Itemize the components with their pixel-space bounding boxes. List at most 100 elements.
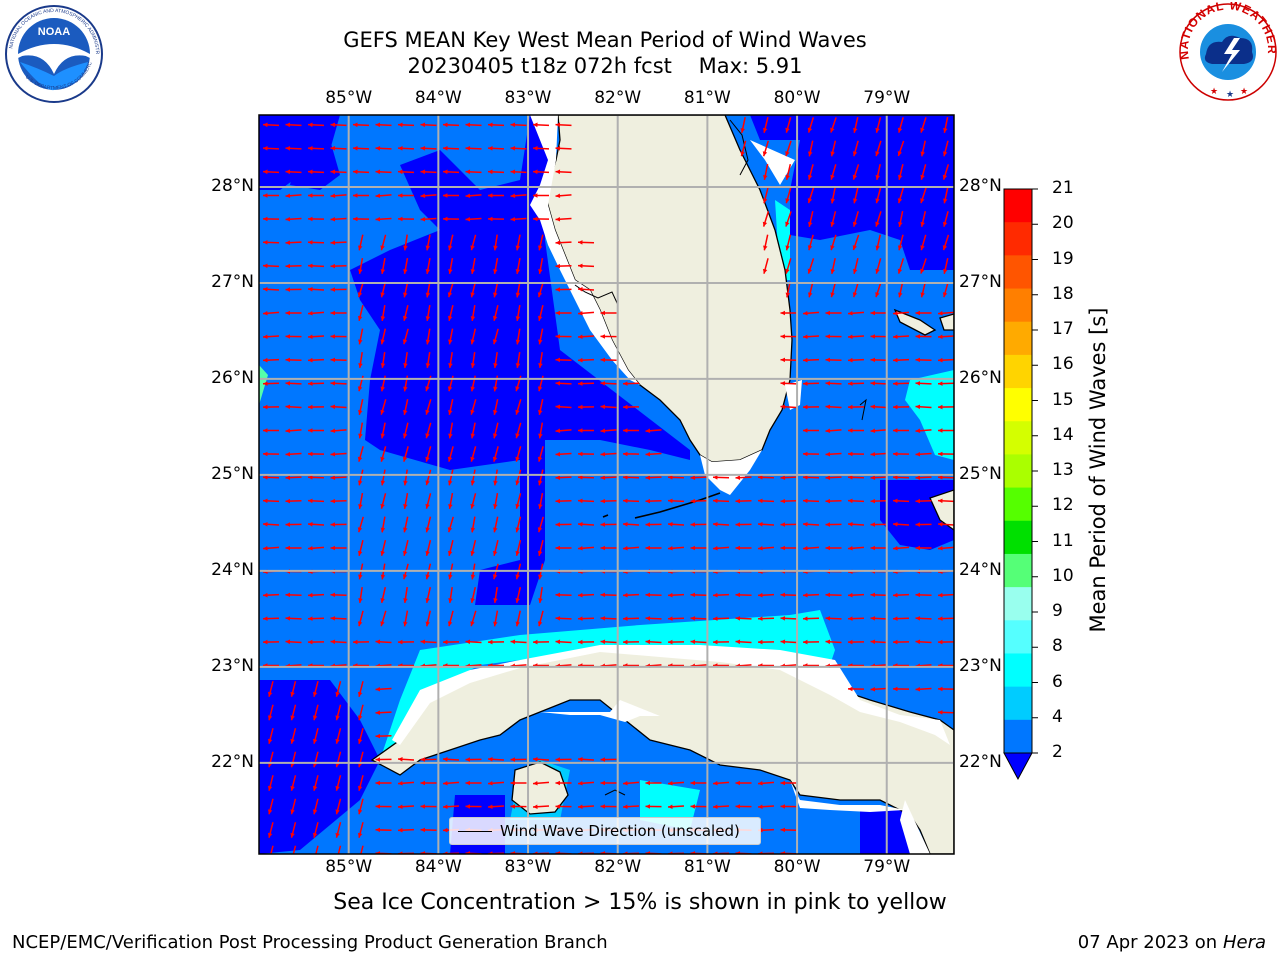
lat-label-left: 22°N [211, 751, 254, 772]
wave-direction-arrow [847, 451, 865, 457]
wave-direction-arrow [403, 281, 409, 298]
wave-direction-arrow [847, 357, 865, 363]
wave-direction-arrow [312, 704, 319, 721]
wave-direction-arrow [847, 428, 865, 433]
wave-direction-arrow [645, 522, 662, 527]
wave-direction-arrow [937, 686, 954, 692]
wave-direction-arrow [762, 117, 769, 133]
wave-direction-arrow [757, 639, 775, 645]
wave-direction-arrow [825, 334, 842, 339]
lat-label-left: 25°N [211, 463, 254, 484]
wave-direction-arrow [763, 234, 769, 251]
wave-direction-arrow [357, 610, 364, 627]
wave-direction-arrow [532, 781, 550, 786]
wave-direction-arrow [307, 639, 325, 645]
wave-direction-arrow [690, 780, 707, 786]
wave-direction-arrow [942, 211, 949, 227]
wave-direction-arrow [802, 451, 820, 457]
wave-direction-arrow [307, 592, 325, 598]
wave-direction-arrow [852, 281, 860, 298]
wave-direction-arrow [285, 193, 302, 199]
wave-direction-arrow [785, 234, 792, 251]
wave-direction-arrow [335, 681, 342, 697]
wave-direction-arrow [830, 117, 837, 133]
lon-label-top: 84°W [414, 88, 462, 108]
wave-direction-arrow [690, 804, 707, 809]
colorbar-tick-label: 2 [1052, 742, 1063, 762]
wave-direction-arrow [847, 639, 865, 645]
wave-direction-arrow [667, 498, 685, 504]
wave-direction-arrow [465, 216, 482, 222]
wave-direction-arrow [785, 211, 792, 227]
wave-direction-arrow [577, 475, 595, 480]
wave-direction-arrow [448, 351, 453, 369]
wave-direction-arrow [870, 310, 887, 316]
wave-direction-arrow [465, 146, 482, 151]
wave-direction-arrow [802, 428, 820, 433]
lat-label-right: 25°N [959, 463, 1002, 484]
wave-direction-arrow [352, 639, 370, 645]
wave-direction-arrow [380, 328, 387, 345]
wave-direction-arrow [577, 804, 595, 809]
wave-direction-arrow [735, 522, 752, 527]
wave-direction-arrow [262, 404, 280, 410]
wave-direction-arrow [510, 216, 527, 222]
wave-direction-arrow [510, 780, 527, 786]
wave-direction-arrow [667, 804, 685, 809]
wave-direction-arrow [425, 422, 432, 439]
wave-direction-arrow [600, 357, 617, 363]
wave-direction-arrow [470, 328, 477, 345]
wave-direction-arrow [267, 704, 274, 721]
wave-direction-arrow [510, 757, 527, 762]
wave-direction-arrow [780, 780, 797, 786]
wave-direction-arrow [825, 428, 842, 434]
wave-direction-arrow [487, 757, 505, 762]
wave-direction-arrow [532, 146, 550, 151]
colorbar-segment [1004, 222, 1032, 256]
wave-direction-arrow [600, 545, 617, 551]
colorbar-tick-label: 15 [1052, 389, 1074, 410]
wave-direction-arrow [290, 775, 297, 791]
wave-direction-arrow [262, 122, 280, 128]
wave-direction-arrow [537, 540, 544, 556]
wave-direction-arrow [425, 493, 432, 509]
wave-direction-arrow [555, 381, 572, 386]
wave-direction-arrow [357, 822, 364, 838]
wave-direction-arrow [712, 475, 730, 480]
wave-direction-arrow [307, 311, 325, 316]
colorbar-tick-label: 13 [1052, 460, 1074, 480]
lat-label-right: 24°N [959, 559, 1002, 580]
lon-label-top: 83°W [504, 88, 552, 108]
wave-direction-arrow [262, 240, 280, 245]
wave-direction-arrow [493, 351, 498, 369]
wave-direction-arrow [470, 469, 476, 486]
wave-direction-arrow [892, 475, 910, 480]
wave-direction-arrow [600, 780, 617, 786]
wave-direction-arrow [487, 216, 505, 222]
wave-direction-arrow [915, 357, 932, 363]
wave-direction-arrow [690, 616, 707, 621]
wave-direction-arrow [825, 498, 842, 504]
wave-direction-arrow [875, 164, 881, 180]
wave-direction-arrow [532, 169, 550, 175]
wave-direction-arrow [425, 234, 431, 251]
wave-direction-arrow [555, 404, 572, 410]
wave-direction-arrow [740, 140, 747, 157]
wave-direction-arrow [537, 234, 544, 251]
wave-direction-arrow [667, 475, 685, 480]
lon-label-top: 81°W [683, 88, 731, 108]
wave-direction-arrow [307, 498, 325, 504]
wave-direction-arrow [425, 399, 432, 415]
wave-direction-arrow [555, 616, 572, 621]
wave-direction-arrow [853, 117, 859, 133]
wave-direction-arrow [892, 522, 910, 527]
wave-direction-arrow [757, 498, 775, 504]
wave-direction-arrow [622, 522, 640, 527]
wave-direction-arrow [577, 546, 595, 551]
wave-direction-arrow [330, 357, 347, 363]
wave-direction-arrow [802, 639, 820, 645]
wave-direction-arrow [330, 404, 347, 410]
wave-direction-arrow [825, 381, 842, 386]
wave-direction-arrow [380, 493, 387, 509]
wave-direction-arrow [307, 546, 325, 551]
